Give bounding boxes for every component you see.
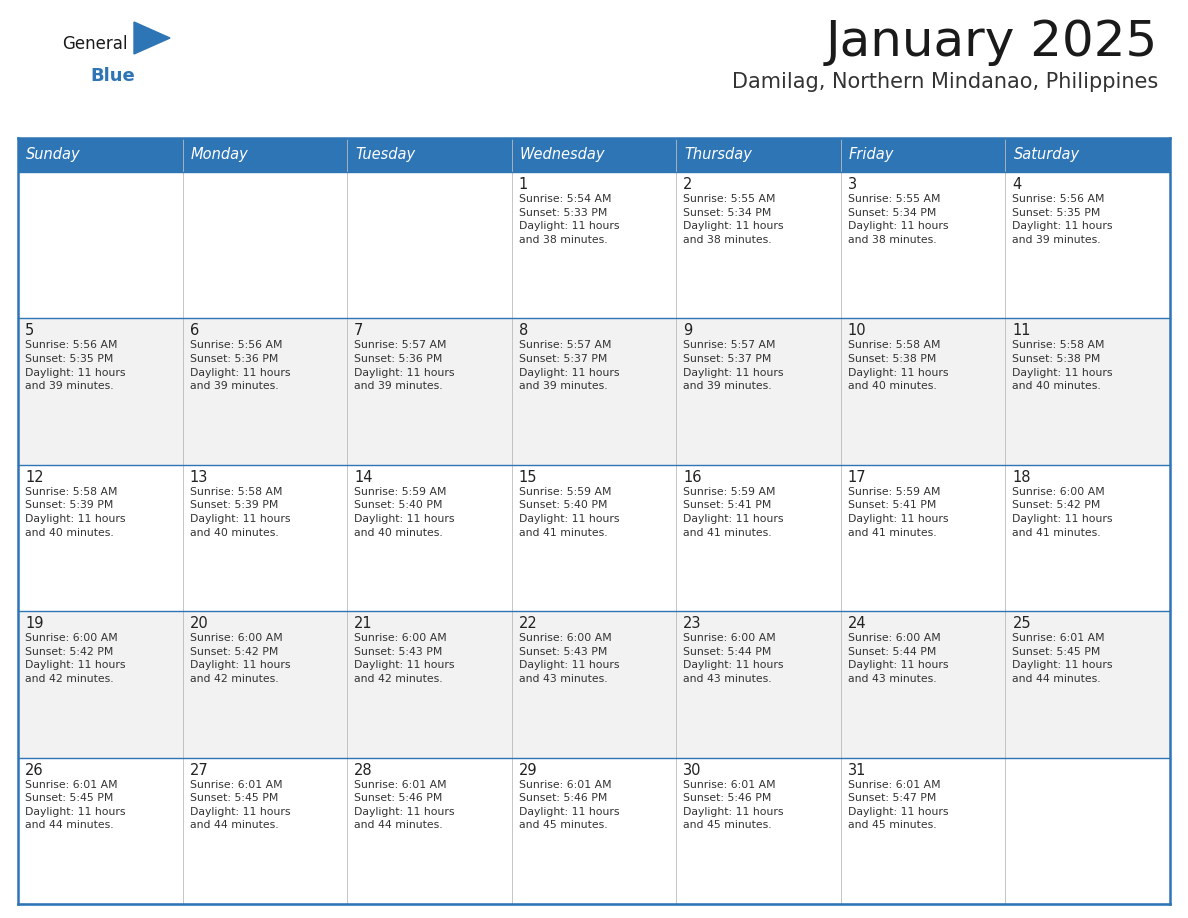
Text: 10: 10 <box>848 323 866 339</box>
Text: 23: 23 <box>683 616 702 632</box>
Text: Sunrise: 5:57 AM
Sunset: 5:37 PM
Daylight: 11 hours
and 39 minutes.: Sunrise: 5:57 AM Sunset: 5:37 PM Dayligh… <box>519 341 619 391</box>
Text: Sunrise: 5:56 AM
Sunset: 5:35 PM
Daylight: 11 hours
and 39 minutes.: Sunrise: 5:56 AM Sunset: 5:35 PM Dayligh… <box>1012 194 1113 245</box>
Bar <box>18 757 1170 904</box>
Text: Tuesday: Tuesday <box>355 148 416 162</box>
Text: Sunrise: 5:59 AM
Sunset: 5:40 PM
Daylight: 11 hours
and 40 minutes.: Sunrise: 5:59 AM Sunset: 5:40 PM Dayligh… <box>354 487 455 538</box>
Text: Sunrise: 5:59 AM
Sunset: 5:41 PM
Daylight: 11 hours
and 41 minutes.: Sunrise: 5:59 AM Sunset: 5:41 PM Dayligh… <box>848 487 948 538</box>
Text: Sunday: Sunday <box>26 148 81 162</box>
Text: 6: 6 <box>190 323 198 339</box>
Text: Wednesday: Wednesday <box>519 148 605 162</box>
Text: Sunrise: 5:58 AM
Sunset: 5:38 PM
Daylight: 11 hours
and 40 minutes.: Sunrise: 5:58 AM Sunset: 5:38 PM Dayligh… <box>848 341 948 391</box>
Text: Blue: Blue <box>90 67 134 85</box>
Bar <box>18 465 1170 611</box>
Text: Sunrise: 6:00 AM
Sunset: 5:42 PM
Daylight: 11 hours
and 42 minutes.: Sunrise: 6:00 AM Sunset: 5:42 PM Dayligh… <box>190 633 290 684</box>
Text: Monday: Monday <box>190 148 248 162</box>
Text: 28: 28 <box>354 763 373 778</box>
Bar <box>18 319 1170 465</box>
Text: Sunrise: 6:00 AM
Sunset: 5:42 PM
Daylight: 11 hours
and 41 minutes.: Sunrise: 6:00 AM Sunset: 5:42 PM Dayligh… <box>1012 487 1113 538</box>
Text: Sunrise: 6:01 AM
Sunset: 5:46 PM
Daylight: 11 hours
and 45 minutes.: Sunrise: 6:01 AM Sunset: 5:46 PM Dayligh… <box>683 779 784 831</box>
Text: 24: 24 <box>848 616 866 632</box>
Text: 13: 13 <box>190 470 208 485</box>
Text: 29: 29 <box>519 763 537 778</box>
Text: Sunrise: 6:00 AM
Sunset: 5:43 PM
Daylight: 11 hours
and 42 minutes.: Sunrise: 6:00 AM Sunset: 5:43 PM Dayligh… <box>354 633 455 684</box>
Text: Sunrise: 5:56 AM
Sunset: 5:36 PM
Daylight: 11 hours
and 39 minutes.: Sunrise: 5:56 AM Sunset: 5:36 PM Dayligh… <box>190 341 290 391</box>
Text: 2: 2 <box>683 177 693 192</box>
Text: 9: 9 <box>683 323 693 339</box>
Text: Sunrise: 5:58 AM
Sunset: 5:38 PM
Daylight: 11 hours
and 40 minutes.: Sunrise: 5:58 AM Sunset: 5:38 PM Dayligh… <box>1012 341 1113 391</box>
Bar <box>18 611 1170 757</box>
Text: Sunrise: 6:01 AM
Sunset: 5:45 PM
Daylight: 11 hours
and 44 minutes.: Sunrise: 6:01 AM Sunset: 5:45 PM Dayligh… <box>190 779 290 831</box>
Text: 4: 4 <box>1012 177 1022 192</box>
Text: 1: 1 <box>519 177 527 192</box>
Text: Damilag, Northern Mindanao, Philippines: Damilag, Northern Mindanao, Philippines <box>732 72 1158 92</box>
Text: Sunrise: 6:01 AM
Sunset: 5:46 PM
Daylight: 11 hours
and 44 minutes.: Sunrise: 6:01 AM Sunset: 5:46 PM Dayligh… <box>354 779 455 831</box>
Text: 26: 26 <box>25 763 44 778</box>
Text: January 2025: January 2025 <box>826 18 1158 66</box>
Text: 19: 19 <box>25 616 44 632</box>
Text: 20: 20 <box>190 616 208 632</box>
Text: 7: 7 <box>354 323 364 339</box>
Text: 15: 15 <box>519 470 537 485</box>
Text: Sunrise: 6:01 AM
Sunset: 5:45 PM
Daylight: 11 hours
and 44 minutes.: Sunrise: 6:01 AM Sunset: 5:45 PM Dayligh… <box>25 779 126 831</box>
Text: Sunrise: 5:59 AM
Sunset: 5:40 PM
Daylight: 11 hours
and 41 minutes.: Sunrise: 5:59 AM Sunset: 5:40 PM Dayligh… <box>519 487 619 538</box>
Text: Sunrise: 5:58 AM
Sunset: 5:39 PM
Daylight: 11 hours
and 40 minutes.: Sunrise: 5:58 AM Sunset: 5:39 PM Dayligh… <box>190 487 290 538</box>
Text: Sunrise: 5:58 AM
Sunset: 5:39 PM
Daylight: 11 hours
and 40 minutes.: Sunrise: 5:58 AM Sunset: 5:39 PM Dayligh… <box>25 487 126 538</box>
Text: 12: 12 <box>25 470 44 485</box>
Bar <box>18 172 1170 319</box>
Text: Sunrise: 6:00 AM
Sunset: 5:43 PM
Daylight: 11 hours
and 43 minutes.: Sunrise: 6:00 AM Sunset: 5:43 PM Dayligh… <box>519 633 619 684</box>
Text: 5: 5 <box>25 323 34 339</box>
Text: Sunrise: 5:54 AM
Sunset: 5:33 PM
Daylight: 11 hours
and 38 minutes.: Sunrise: 5:54 AM Sunset: 5:33 PM Dayligh… <box>519 194 619 245</box>
Text: Sunrise: 6:01 AM
Sunset: 5:45 PM
Daylight: 11 hours
and 44 minutes.: Sunrise: 6:01 AM Sunset: 5:45 PM Dayligh… <box>1012 633 1113 684</box>
Text: 22: 22 <box>519 616 537 632</box>
Text: Thursday: Thursday <box>684 148 752 162</box>
Text: Saturday: Saturday <box>1013 148 1080 162</box>
Text: 17: 17 <box>848 470 866 485</box>
Text: Sunrise: 6:01 AM
Sunset: 5:46 PM
Daylight: 11 hours
and 45 minutes.: Sunrise: 6:01 AM Sunset: 5:46 PM Dayligh… <box>519 779 619 831</box>
Text: 30: 30 <box>683 763 702 778</box>
Text: Sunrise: 5:59 AM
Sunset: 5:41 PM
Daylight: 11 hours
and 41 minutes.: Sunrise: 5:59 AM Sunset: 5:41 PM Dayligh… <box>683 487 784 538</box>
Text: 27: 27 <box>190 763 208 778</box>
Bar <box>18 138 1170 172</box>
Text: 18: 18 <box>1012 470 1031 485</box>
Text: Sunrise: 6:00 AM
Sunset: 5:44 PM
Daylight: 11 hours
and 43 minutes.: Sunrise: 6:00 AM Sunset: 5:44 PM Dayligh… <box>848 633 948 684</box>
Text: 16: 16 <box>683 470 702 485</box>
Text: 21: 21 <box>354 616 373 632</box>
Text: General: General <box>62 35 127 53</box>
Text: Sunrise: 6:01 AM
Sunset: 5:47 PM
Daylight: 11 hours
and 45 minutes.: Sunrise: 6:01 AM Sunset: 5:47 PM Dayligh… <box>848 779 948 831</box>
Text: Sunrise: 5:57 AM
Sunset: 5:36 PM
Daylight: 11 hours
and 39 minutes.: Sunrise: 5:57 AM Sunset: 5:36 PM Dayligh… <box>354 341 455 391</box>
Text: 25: 25 <box>1012 616 1031 632</box>
Text: Sunrise: 5:55 AM
Sunset: 5:34 PM
Daylight: 11 hours
and 38 minutes.: Sunrise: 5:55 AM Sunset: 5:34 PM Dayligh… <box>683 194 784 245</box>
Text: 11: 11 <box>1012 323 1031 339</box>
Text: 8: 8 <box>519 323 527 339</box>
Text: Sunrise: 6:00 AM
Sunset: 5:42 PM
Daylight: 11 hours
and 42 minutes.: Sunrise: 6:00 AM Sunset: 5:42 PM Dayligh… <box>25 633 126 684</box>
Polygon shape <box>134 22 170 54</box>
Text: Sunrise: 5:55 AM
Sunset: 5:34 PM
Daylight: 11 hours
and 38 minutes.: Sunrise: 5:55 AM Sunset: 5:34 PM Dayligh… <box>848 194 948 245</box>
Text: Sunrise: 6:00 AM
Sunset: 5:44 PM
Daylight: 11 hours
and 43 minutes.: Sunrise: 6:00 AM Sunset: 5:44 PM Dayligh… <box>683 633 784 684</box>
Text: 3: 3 <box>848 177 857 192</box>
Text: Friday: Friday <box>849 148 895 162</box>
Text: Sunrise: 5:57 AM
Sunset: 5:37 PM
Daylight: 11 hours
and 39 minutes.: Sunrise: 5:57 AM Sunset: 5:37 PM Dayligh… <box>683 341 784 391</box>
Text: 31: 31 <box>848 763 866 778</box>
Text: Sunrise: 5:56 AM
Sunset: 5:35 PM
Daylight: 11 hours
and 39 minutes.: Sunrise: 5:56 AM Sunset: 5:35 PM Dayligh… <box>25 341 126 391</box>
Text: 14: 14 <box>354 470 373 485</box>
